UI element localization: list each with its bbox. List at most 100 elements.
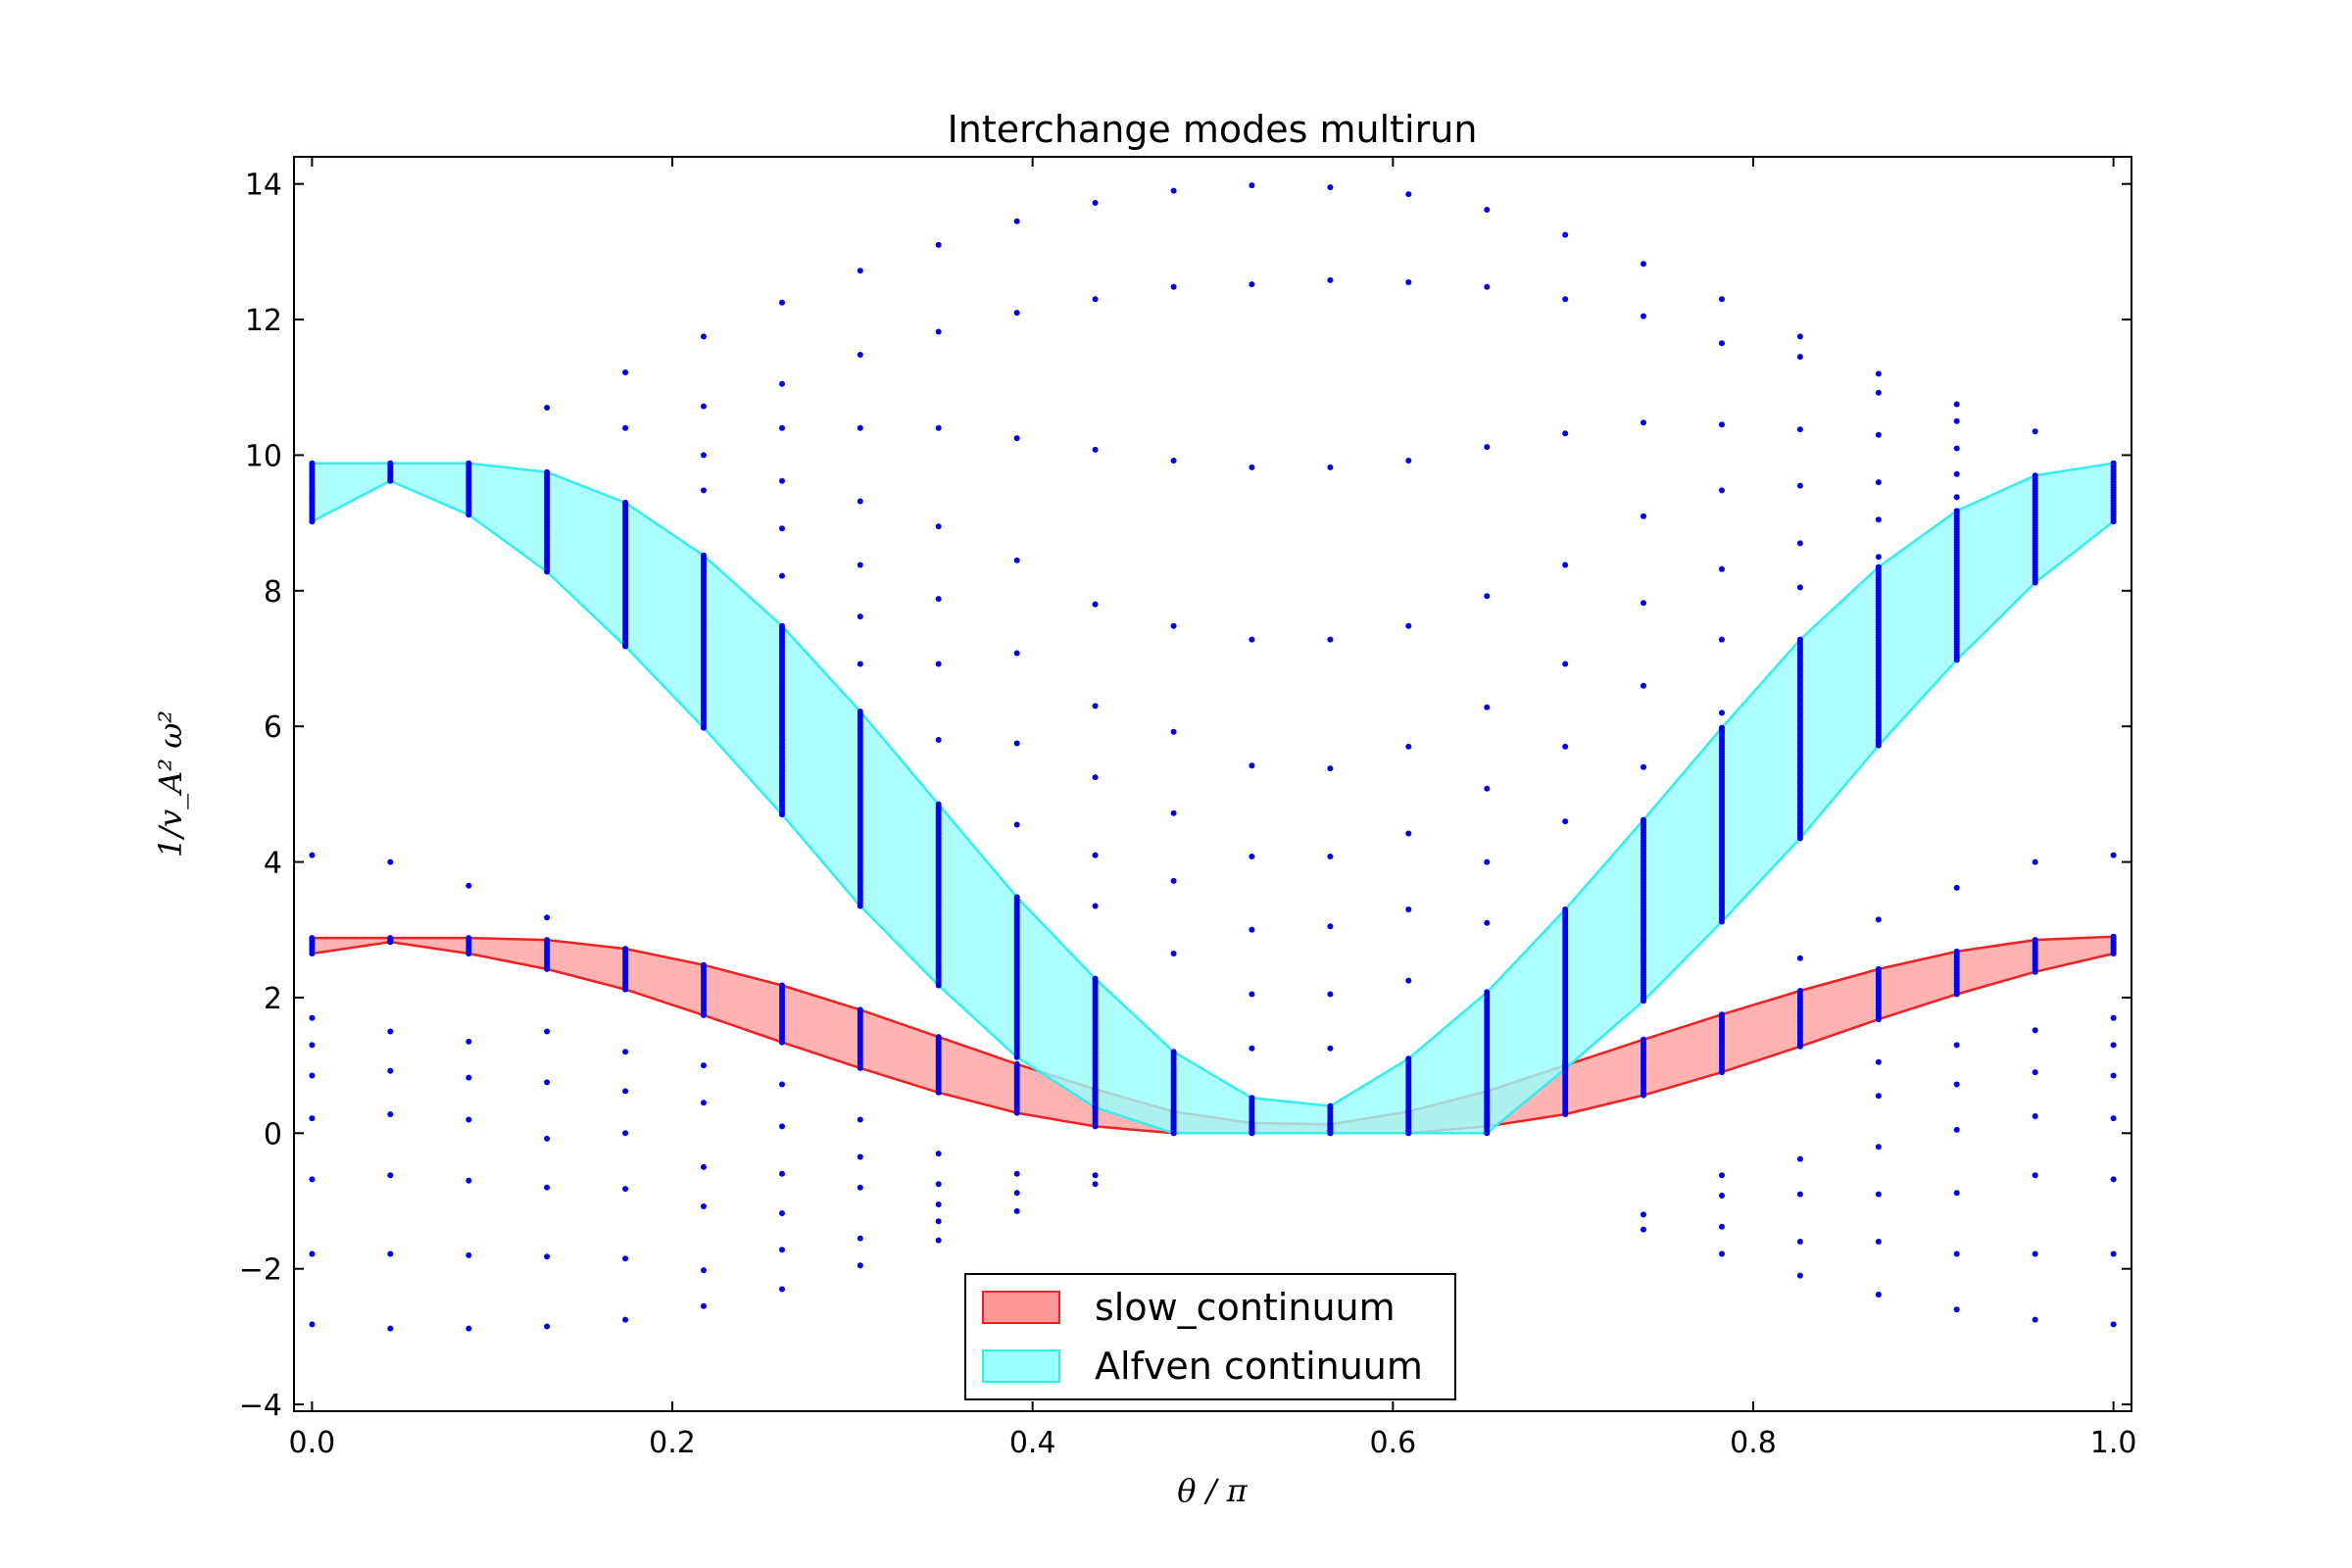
scatter-point (701, 1203, 707, 1209)
scatter-point (1875, 370, 1882, 377)
scatter-point (1092, 774, 1099, 781)
scatter-point (779, 1170, 785, 1177)
scatter-point (2032, 1027, 2038, 1034)
scatter-point (309, 1042, 316, 1049)
scatter-point (935, 596, 942, 603)
scatter-point (1484, 989, 1491, 996)
scatter-point (779, 299, 785, 306)
scatter-point (309, 1072, 316, 1079)
scatter-point (1484, 785, 1491, 792)
scatter-point (1953, 417, 1960, 424)
scatter-point (1562, 743, 1569, 750)
scatter-point (1170, 622, 1177, 629)
scatter-point (701, 487, 707, 494)
scatter-point (1953, 1306, 1960, 1313)
scatter-point (622, 424, 629, 431)
scatter-point (857, 268, 863, 274)
scatter-point (1953, 948, 1960, 955)
scatter-point (309, 1321, 316, 1328)
scatter-point (857, 661, 863, 667)
scatter-point (1796, 540, 1803, 547)
scatter-point (1953, 494, 1960, 501)
scatter-point (1562, 906, 1569, 912)
scatter-point (1641, 600, 1646, 607)
scatter-point (857, 1116, 863, 1123)
scatter-point (1719, 636, 1725, 643)
scatter-point (1170, 187, 1177, 194)
scatter-point (1953, 1081, 1960, 1088)
y-tick-label: −2 (239, 1253, 282, 1288)
scatter-point (1796, 955, 1803, 961)
scatter-point (1249, 182, 1255, 189)
band-upper-line-alfven-continuum (312, 462, 2114, 1107)
scatter-point (622, 946, 629, 953)
scatter-point (387, 935, 394, 942)
scatter-point (1875, 1191, 1882, 1198)
plot-area: 0.0 0.2 0.4 0.6 0.8 1.0 −4 −2 0 2 4 6 8 10 12 14 (239, 156, 2136, 1460)
scatter-point (1327, 1102, 1334, 1109)
scatter-point (779, 477, 785, 484)
scatter-point (1405, 458, 1412, 464)
scatter-point (1875, 1292, 1882, 1298)
scatter-point (1641, 313, 1646, 319)
scatter-point (701, 552, 707, 559)
scatter-point (1953, 470, 1960, 477)
continuum-bands (311, 462, 2115, 1135)
scatter-point (622, 369, 629, 375)
scatter-point (701, 1100, 707, 1106)
scatter-point (701, 1163, 707, 1170)
scatter-point (2032, 1316, 2038, 1323)
scatter-point (1875, 1093, 1882, 1100)
scatter-point (701, 403, 707, 410)
scatter-point (1562, 661, 1569, 667)
x-tick-label: 0.2 (649, 1426, 696, 1460)
scatter-point (935, 737, 942, 743)
scatter-point (1092, 446, 1099, 453)
scatter-point (857, 613, 863, 620)
scatter-point (1796, 426, 1803, 433)
scatter-point (1013, 894, 1020, 901)
scatter-point (1327, 636, 1334, 643)
legend-label-alfven-continuum: Alfven continuum (1095, 1345, 1423, 1388)
scatter-point (935, 1218, 942, 1225)
scatter-point (1405, 743, 1412, 750)
scatter-point (309, 1250, 316, 1257)
scatter-point (466, 1074, 472, 1081)
scatter-point (309, 852, 316, 858)
scatter-point (1719, 1250, 1725, 1257)
scatter-point (1092, 903, 1099, 909)
scatter-point (779, 622, 785, 629)
scatter-point (2110, 933, 2117, 940)
scatter-point (466, 935, 472, 942)
scatter-point (1405, 906, 1412, 912)
scatter-point (1796, 1272, 1803, 1279)
scatter-point (1796, 1239, 1803, 1245)
scatter-point (309, 460, 316, 466)
scatter-point (1641, 1211, 1646, 1218)
scatter-point (1875, 554, 1882, 561)
scatter-point (2032, 858, 2038, 865)
scatter-point (857, 352, 863, 358)
scatter-point (857, 424, 863, 431)
x-axis-ticks: 0.0 0.2 0.4 0.6 0.8 1.0 (289, 157, 2136, 1460)
y-axis-label: 1/v_A² ω² (152, 710, 189, 858)
axes-background (294, 157, 2132, 1411)
scatter-point (1327, 184, 1334, 191)
scatter-point (1641, 1226, 1646, 1233)
scatter-point (544, 468, 551, 475)
scatter-point (935, 1181, 942, 1188)
scatter-point (1405, 977, 1412, 984)
scatter-point (1641, 513, 1646, 519)
scatter-point (1092, 296, 1099, 303)
scatter-point (1170, 728, 1177, 735)
scatter-point (701, 1302, 707, 1309)
scatter-point (857, 1153, 863, 1160)
scatter-point (1013, 557, 1020, 564)
scatter-point (544, 405, 551, 411)
scatter-point (857, 1184, 863, 1191)
x-tick-label: 0.0 (289, 1426, 336, 1460)
scatter-points (309, 182, 2117, 1332)
scatter-point (387, 858, 394, 865)
y-tick-label: 10 (245, 439, 282, 473)
scatter-point (2032, 428, 2038, 435)
